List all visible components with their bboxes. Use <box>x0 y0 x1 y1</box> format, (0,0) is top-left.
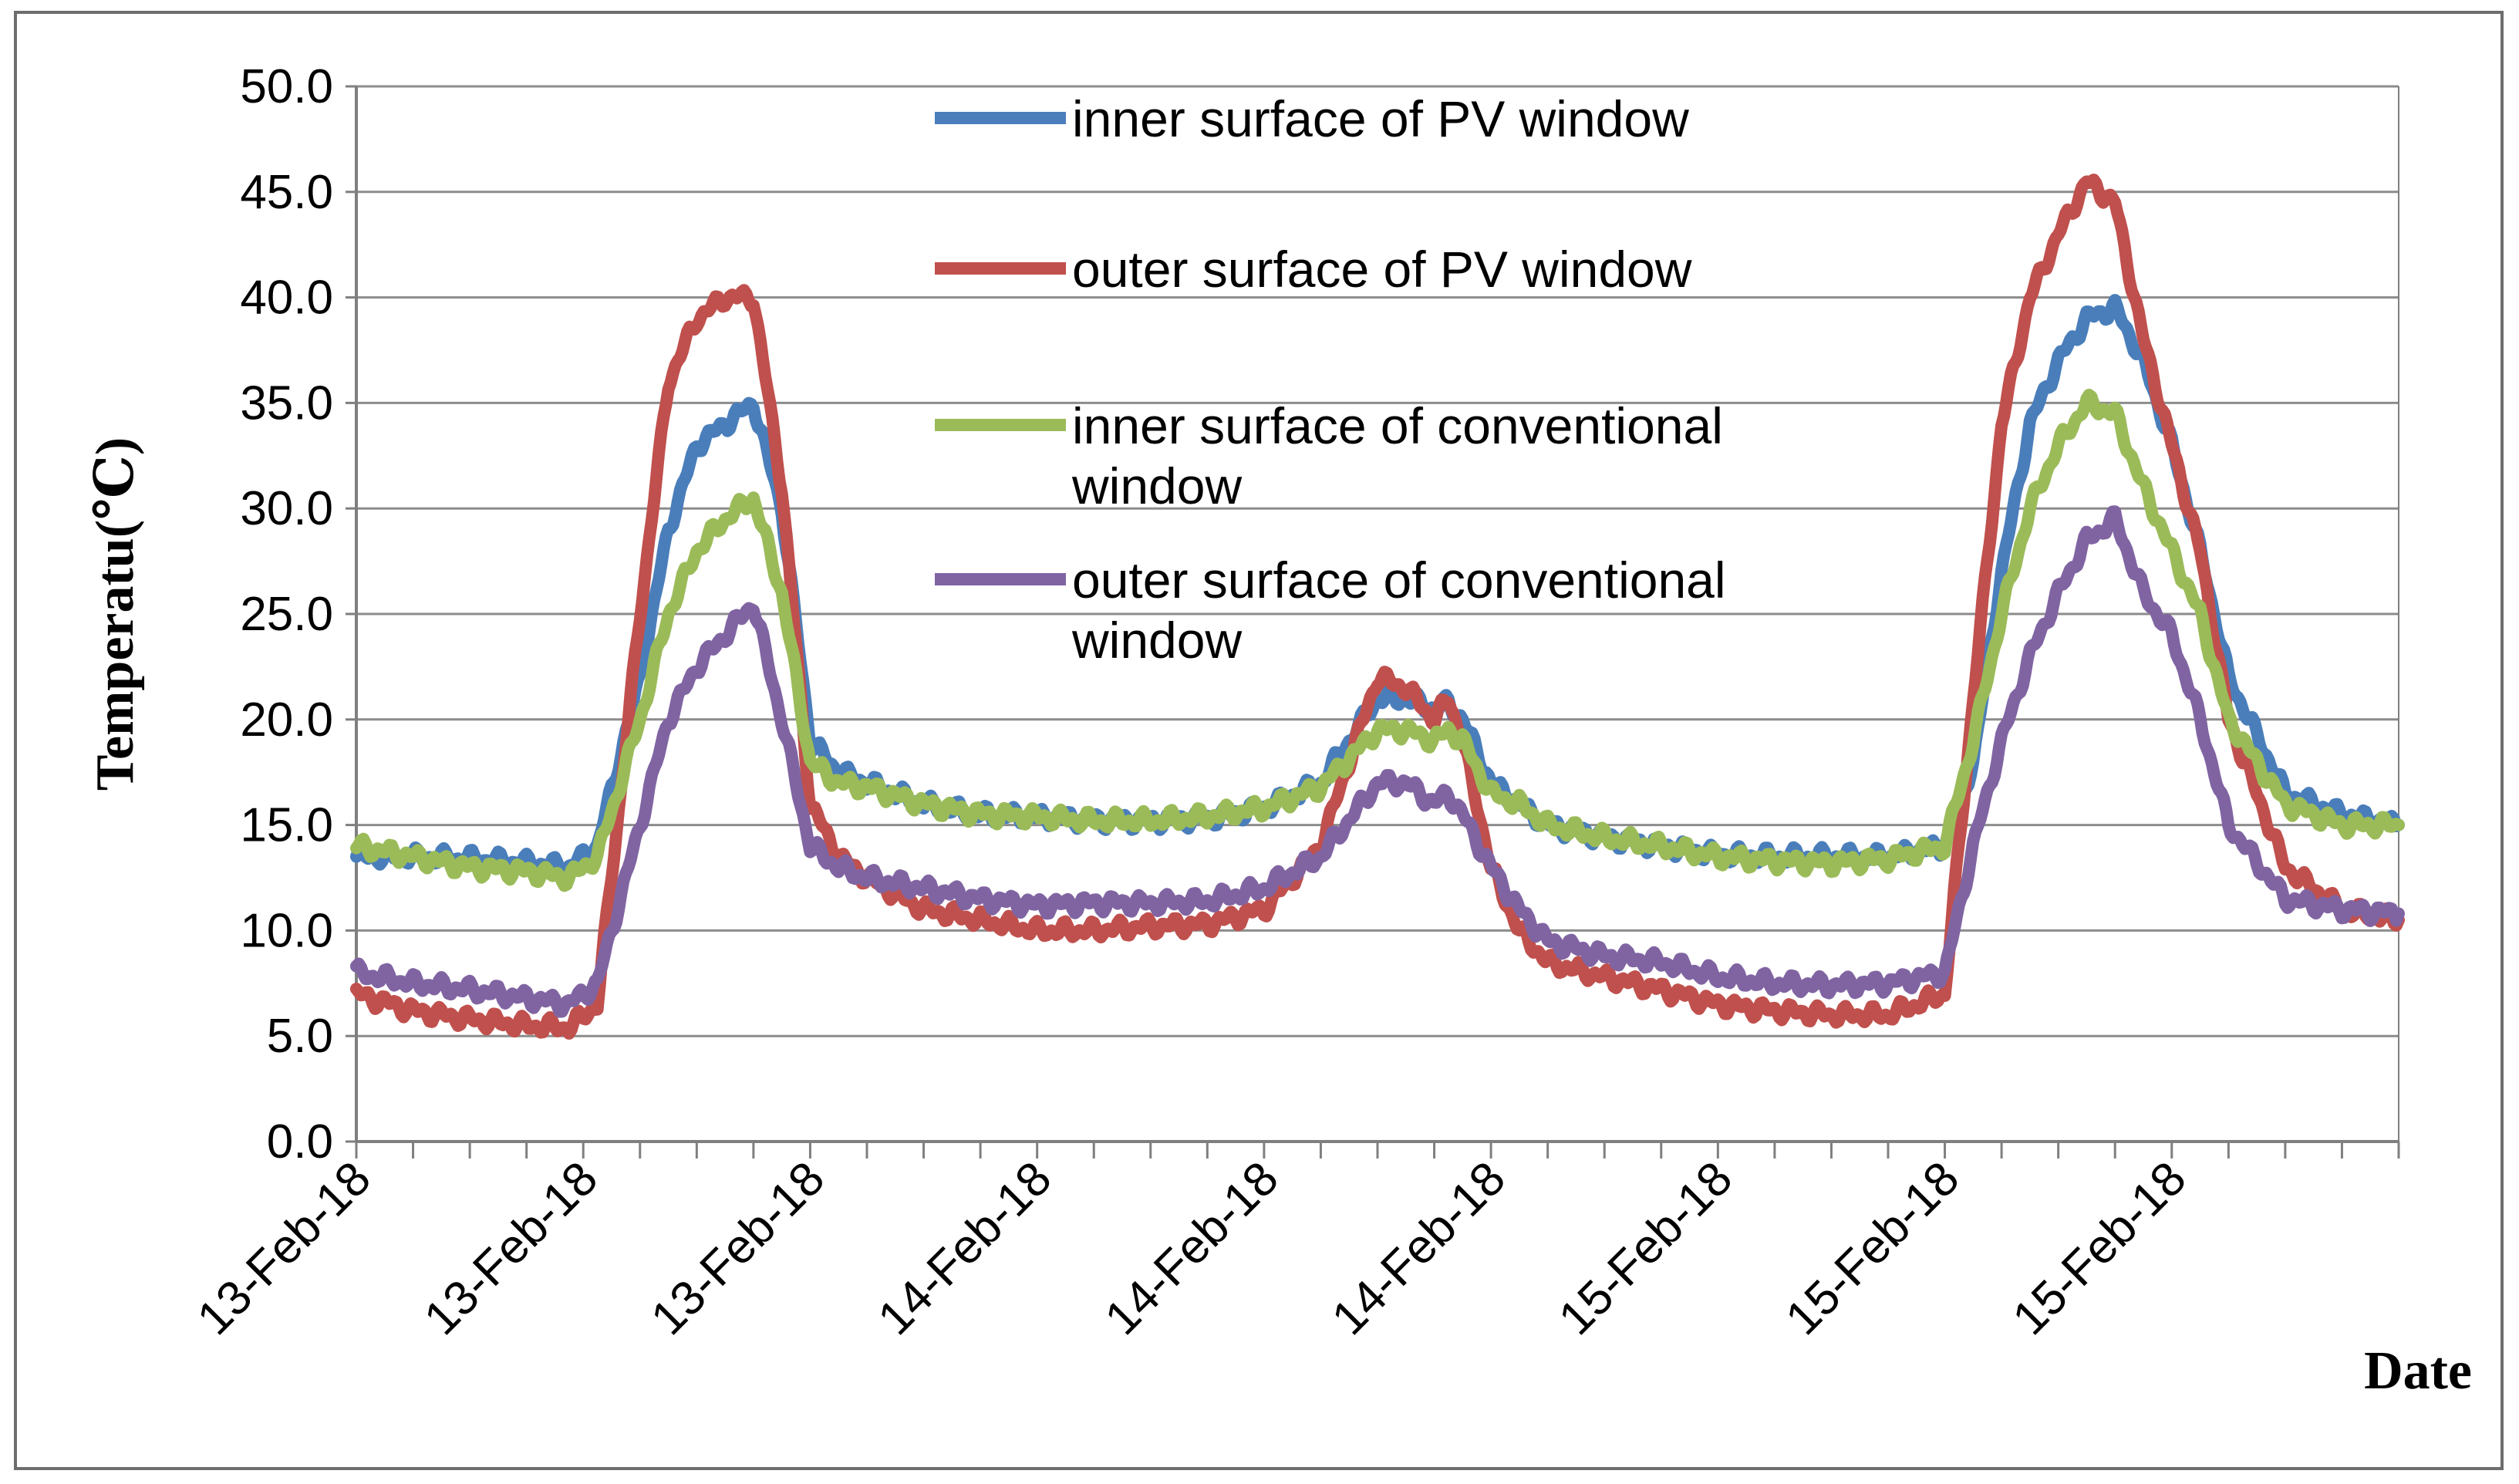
x-tick-label: 14-Feb-18 <box>1322 1152 1516 1345</box>
legend-label: outer surface of conventional <box>1072 551 1726 609</box>
x-axis-title: Date <box>2364 1341 2472 1401</box>
x-tick-label: 15-Feb-18 <box>2003 1152 2197 1345</box>
x-tick-label: 13-Feb-18 <box>641 1152 835 1345</box>
legend-label-continued: window <box>1071 457 1242 514</box>
chart-frame <box>14 11 2504 1470</box>
x-tick-label: 14-Feb-18 <box>868 1152 1061 1345</box>
x-tick-label: 13-Feb-18 <box>187 1152 381 1345</box>
x-tick-label: 15-Feb-18 <box>1549 1152 1742 1345</box>
y-tick-label: 40.0 <box>240 272 333 325</box>
x-tick-label: 13-Feb-18 <box>414 1152 608 1345</box>
series-line <box>350 294 2405 881</box>
y-tick-label: 35.0 <box>240 376 333 430</box>
y-tick-label: 25.0 <box>240 588 333 641</box>
y-tick-labels: 0.0 5.0 10.0 15.0 20.0 25.0 30.0 35.0 40.0 45.0 50… <box>240 60 333 1169</box>
x-tick-label: 14-Feb-18 <box>1095 1152 1289 1345</box>
y-tick-label: 10.0 <box>240 904 333 957</box>
y-tick-label: 30.0 <box>240 482 333 535</box>
x-tick-label: 15-Feb-18 <box>1775 1152 1969 1345</box>
legend-label-continued: window <box>1071 612 1242 669</box>
grid-lines <box>346 85 2399 1143</box>
series-line <box>350 389 2405 892</box>
y-tick-label: 0.0 <box>267 1115 333 1169</box>
data-series <box>350 174 2405 1040</box>
legend: inner surface of PV window outer surface … <box>935 90 1726 669</box>
y-tick-label: 5.0 <box>267 1010 333 1063</box>
y-tick-label: 45.0 <box>240 166 333 219</box>
legend-label: outer surface of PV window <box>1072 241 1692 298</box>
y-tick-label: 15.0 <box>240 799 333 852</box>
y-axis-title: Temperatu(℃) <box>86 437 145 791</box>
x-tick-labels: 13-Feb-18 13-Feb-18 13-Feb-18 14-Feb-18 14-F… <box>187 1142 2400 1345</box>
legend-label: inner surface of PV window <box>1072 90 1689 147</box>
y-tick-label: 50.0 <box>240 60 333 113</box>
legend-label: inner surface of conventional <box>1072 397 1723 454</box>
series-line <box>350 174 2405 1040</box>
y-tick-label: 20.0 <box>240 693 333 747</box>
series-line <box>350 505 2405 1018</box>
